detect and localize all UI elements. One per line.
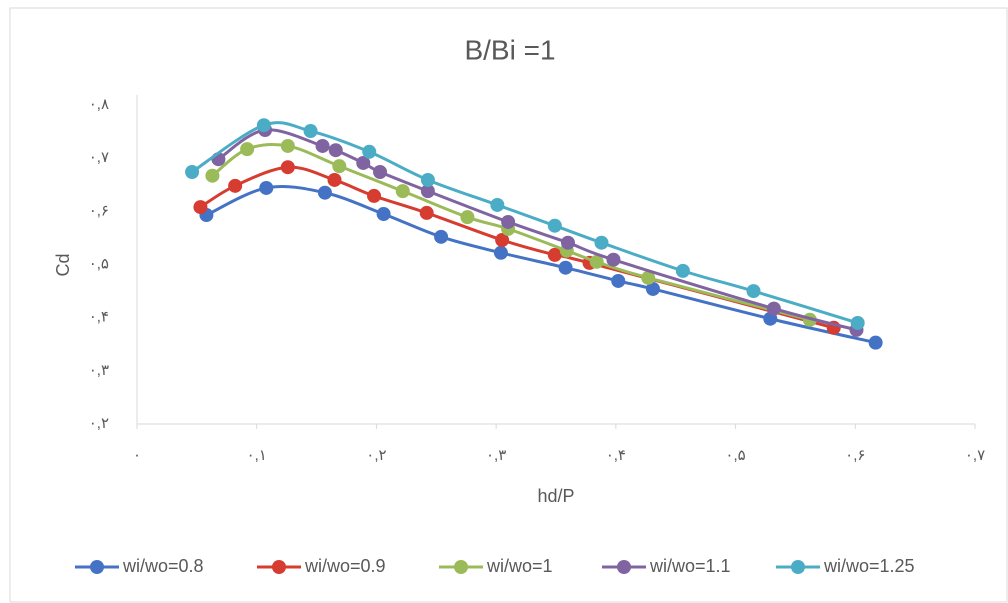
data-point — [317, 185, 332, 200]
x-tick-label: ٠,۵ — [725, 447, 745, 464]
legend-label: wi/wo=0.9 — [304, 556, 386, 576]
data-point — [850, 315, 865, 330]
data-point — [332, 159, 347, 174]
data-point — [240, 142, 255, 157]
data-point — [493, 245, 508, 260]
data-point — [746, 284, 761, 299]
y-tick-label: ٠,۵ — [89, 255, 109, 272]
data-point — [395, 184, 410, 199]
data-point — [327, 172, 342, 187]
x-tick-label: ٠ — [133, 447, 141, 464]
data-point — [606, 252, 621, 267]
legend-label: wi/wo=1.1 — [649, 556, 731, 576]
data-point — [547, 247, 562, 262]
x-tick-label: ٠,٧ — [965, 447, 985, 464]
data-point — [558, 260, 573, 275]
legend-marker — [791, 560, 805, 574]
legend-label: wi/wo=0.8 — [122, 556, 204, 576]
y-tick-label: ٠,٣ — [89, 362, 109, 379]
data-point — [419, 205, 434, 220]
data-point — [501, 214, 516, 229]
x-axis-label: hd/P — [537, 486, 574, 506]
data-point — [868, 335, 883, 350]
y-tick-label: ٠,۶ — [89, 202, 109, 219]
y-tick-label: ٠,۴ — [89, 309, 109, 326]
data-point — [228, 178, 243, 193]
data-point — [490, 197, 505, 212]
y-tick-label: ٠,٨ — [89, 96, 109, 113]
legend-marker — [617, 560, 631, 574]
data-point — [373, 164, 388, 179]
chart-title: B/Bi =1 — [464, 34, 555, 65]
data-point — [303, 124, 318, 139]
data-point — [256, 118, 271, 133]
legend-marker — [272, 560, 286, 574]
x-tick-label: ٠,١ — [247, 447, 267, 464]
data-point — [611, 273, 626, 288]
data-point — [205, 168, 220, 183]
data-point — [185, 164, 200, 179]
data-point — [259, 180, 274, 195]
data-point — [675, 263, 690, 278]
legend-label: wi/wo=1 — [486, 556, 553, 576]
y-tick-label: ٠,٧ — [89, 149, 109, 166]
data-point — [560, 235, 575, 250]
data-point — [420, 172, 435, 187]
data-point — [280, 160, 295, 175]
data-point — [315, 138, 330, 153]
data-point — [547, 218, 562, 233]
data-point — [376, 206, 391, 221]
data-point — [420, 184, 435, 199]
legend-label: wi/wo=1.25 — [823, 556, 915, 576]
data-point — [589, 254, 604, 269]
data-point — [766, 301, 781, 316]
data-point — [460, 210, 475, 225]
legend-marker — [90, 560, 104, 574]
series-line — [205, 185, 876, 345]
data-point — [328, 143, 343, 158]
y-axis-label: Cd — [53, 253, 73, 276]
data-point — [193, 200, 208, 215]
data-point — [495, 233, 510, 248]
chart-frame — [9, 7, 1008, 603]
x-tick-label: ٠,۶ — [845, 447, 865, 464]
data-point — [362, 144, 377, 159]
x-tick-label: ٠,۴ — [606, 447, 626, 464]
y-tick-label: ٠,٢ — [89, 415, 109, 432]
data-point — [594, 235, 609, 250]
x-tick-label: ٠,٣ — [486, 447, 506, 464]
data-point — [367, 188, 382, 203]
data-point — [434, 229, 449, 244]
legend-marker — [454, 560, 468, 574]
data-point — [356, 155, 371, 170]
data-point — [280, 138, 295, 153]
x-tick-label: ٠,٢ — [366, 447, 386, 464]
data-point — [645, 281, 660, 296]
data-point — [641, 270, 656, 285]
